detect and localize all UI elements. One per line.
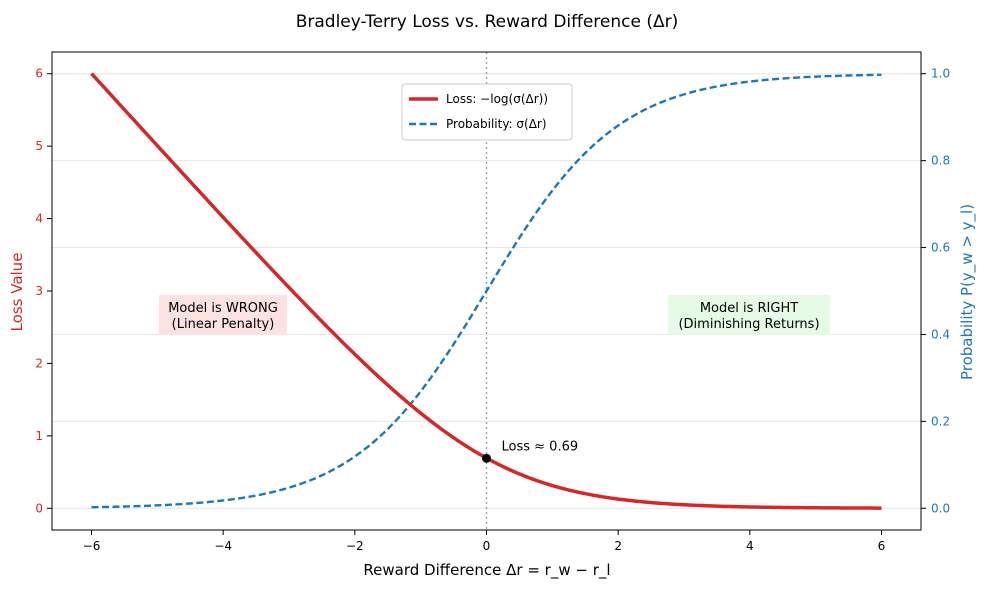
y-left-axis-title: Loss Value bbox=[8, 253, 26, 332]
y-right-tick-label: 0.0 bbox=[931, 501, 950, 515]
y-right-ticks: 0.0 0.2 0.4 0.6 0.8 1.0 bbox=[921, 67, 950, 515]
x-tick-label: −6 bbox=[83, 539, 101, 553]
y-right-tick-label: 0.4 bbox=[931, 327, 950, 341]
y-left-ticks: 0 1 2 3 4 5 6 bbox=[35, 67, 52, 515]
y-right-tick-label: 1.0 bbox=[931, 67, 950, 81]
y-left-tick-label: 4 bbox=[35, 212, 43, 226]
series-probability-line bbox=[91, 73, 882, 509]
x-axis-title: Reward Difference Δr = r_w − r_l bbox=[363, 561, 610, 580]
y-left-tick-label: 5 bbox=[35, 139, 43, 153]
x-tick-label: 6 bbox=[878, 539, 886, 553]
x-tick-label: 0 bbox=[483, 539, 491, 553]
y-right-tick-label: 0.6 bbox=[931, 241, 950, 255]
y-left-tick-label: 2 bbox=[35, 356, 43, 370]
x-tick-label: 4 bbox=[746, 539, 754, 553]
wrong-line2: (Linear Penalty) bbox=[172, 317, 275, 332]
right-annotation: Model is RIGHT (Diminishing Returns) bbox=[668, 295, 830, 335]
right-box bbox=[668, 295, 830, 335]
y-right-axis-title: Probability P(y_w > y_l) bbox=[958, 204, 977, 380]
y-left-tick-label: 3 bbox=[35, 284, 43, 298]
x-tick-label: −4 bbox=[214, 539, 232, 553]
wrong-line1: Model is WRONG bbox=[168, 301, 278, 316]
loss-point-label: Loss ≈ 0.69 bbox=[502, 439, 579, 454]
loss-point-marker bbox=[482, 453, 491, 463]
y-left-tick-label: 1 bbox=[35, 429, 43, 443]
legend-label-probability: Probability: σ(Δr) bbox=[446, 117, 547, 131]
y-left-tick-label: 0 bbox=[35, 501, 43, 515]
legend: Loss: −log(σ(Δr)) Probability: σ(Δr) bbox=[401, 83, 573, 141]
wrong-box bbox=[159, 295, 287, 335]
chart-title: Bradley-Terry Loss vs. Reward Difference… bbox=[296, 12, 679, 32]
legend-label-loss: Loss: −log(σ(Δr)) bbox=[446, 92, 548, 106]
legend-box bbox=[401, 83, 573, 141]
x-tick-label: 2 bbox=[614, 539, 622, 553]
right-line1: Model is RIGHT bbox=[700, 301, 798, 316]
right-line2: (Diminishing Returns) bbox=[678, 317, 819, 332]
y-right-tick-label: 0.8 bbox=[931, 154, 950, 168]
y-right-tick-label: 0.2 bbox=[931, 414, 950, 428]
y-left-tick-label: 6 bbox=[35, 67, 43, 81]
x-tick-label: −2 bbox=[346, 539, 364, 553]
wrong-annotation: Model is WRONG (Linear Penalty) bbox=[159, 295, 287, 335]
x-ticks: −6 −4 −2 0 2 4 6 bbox=[83, 530, 886, 553]
